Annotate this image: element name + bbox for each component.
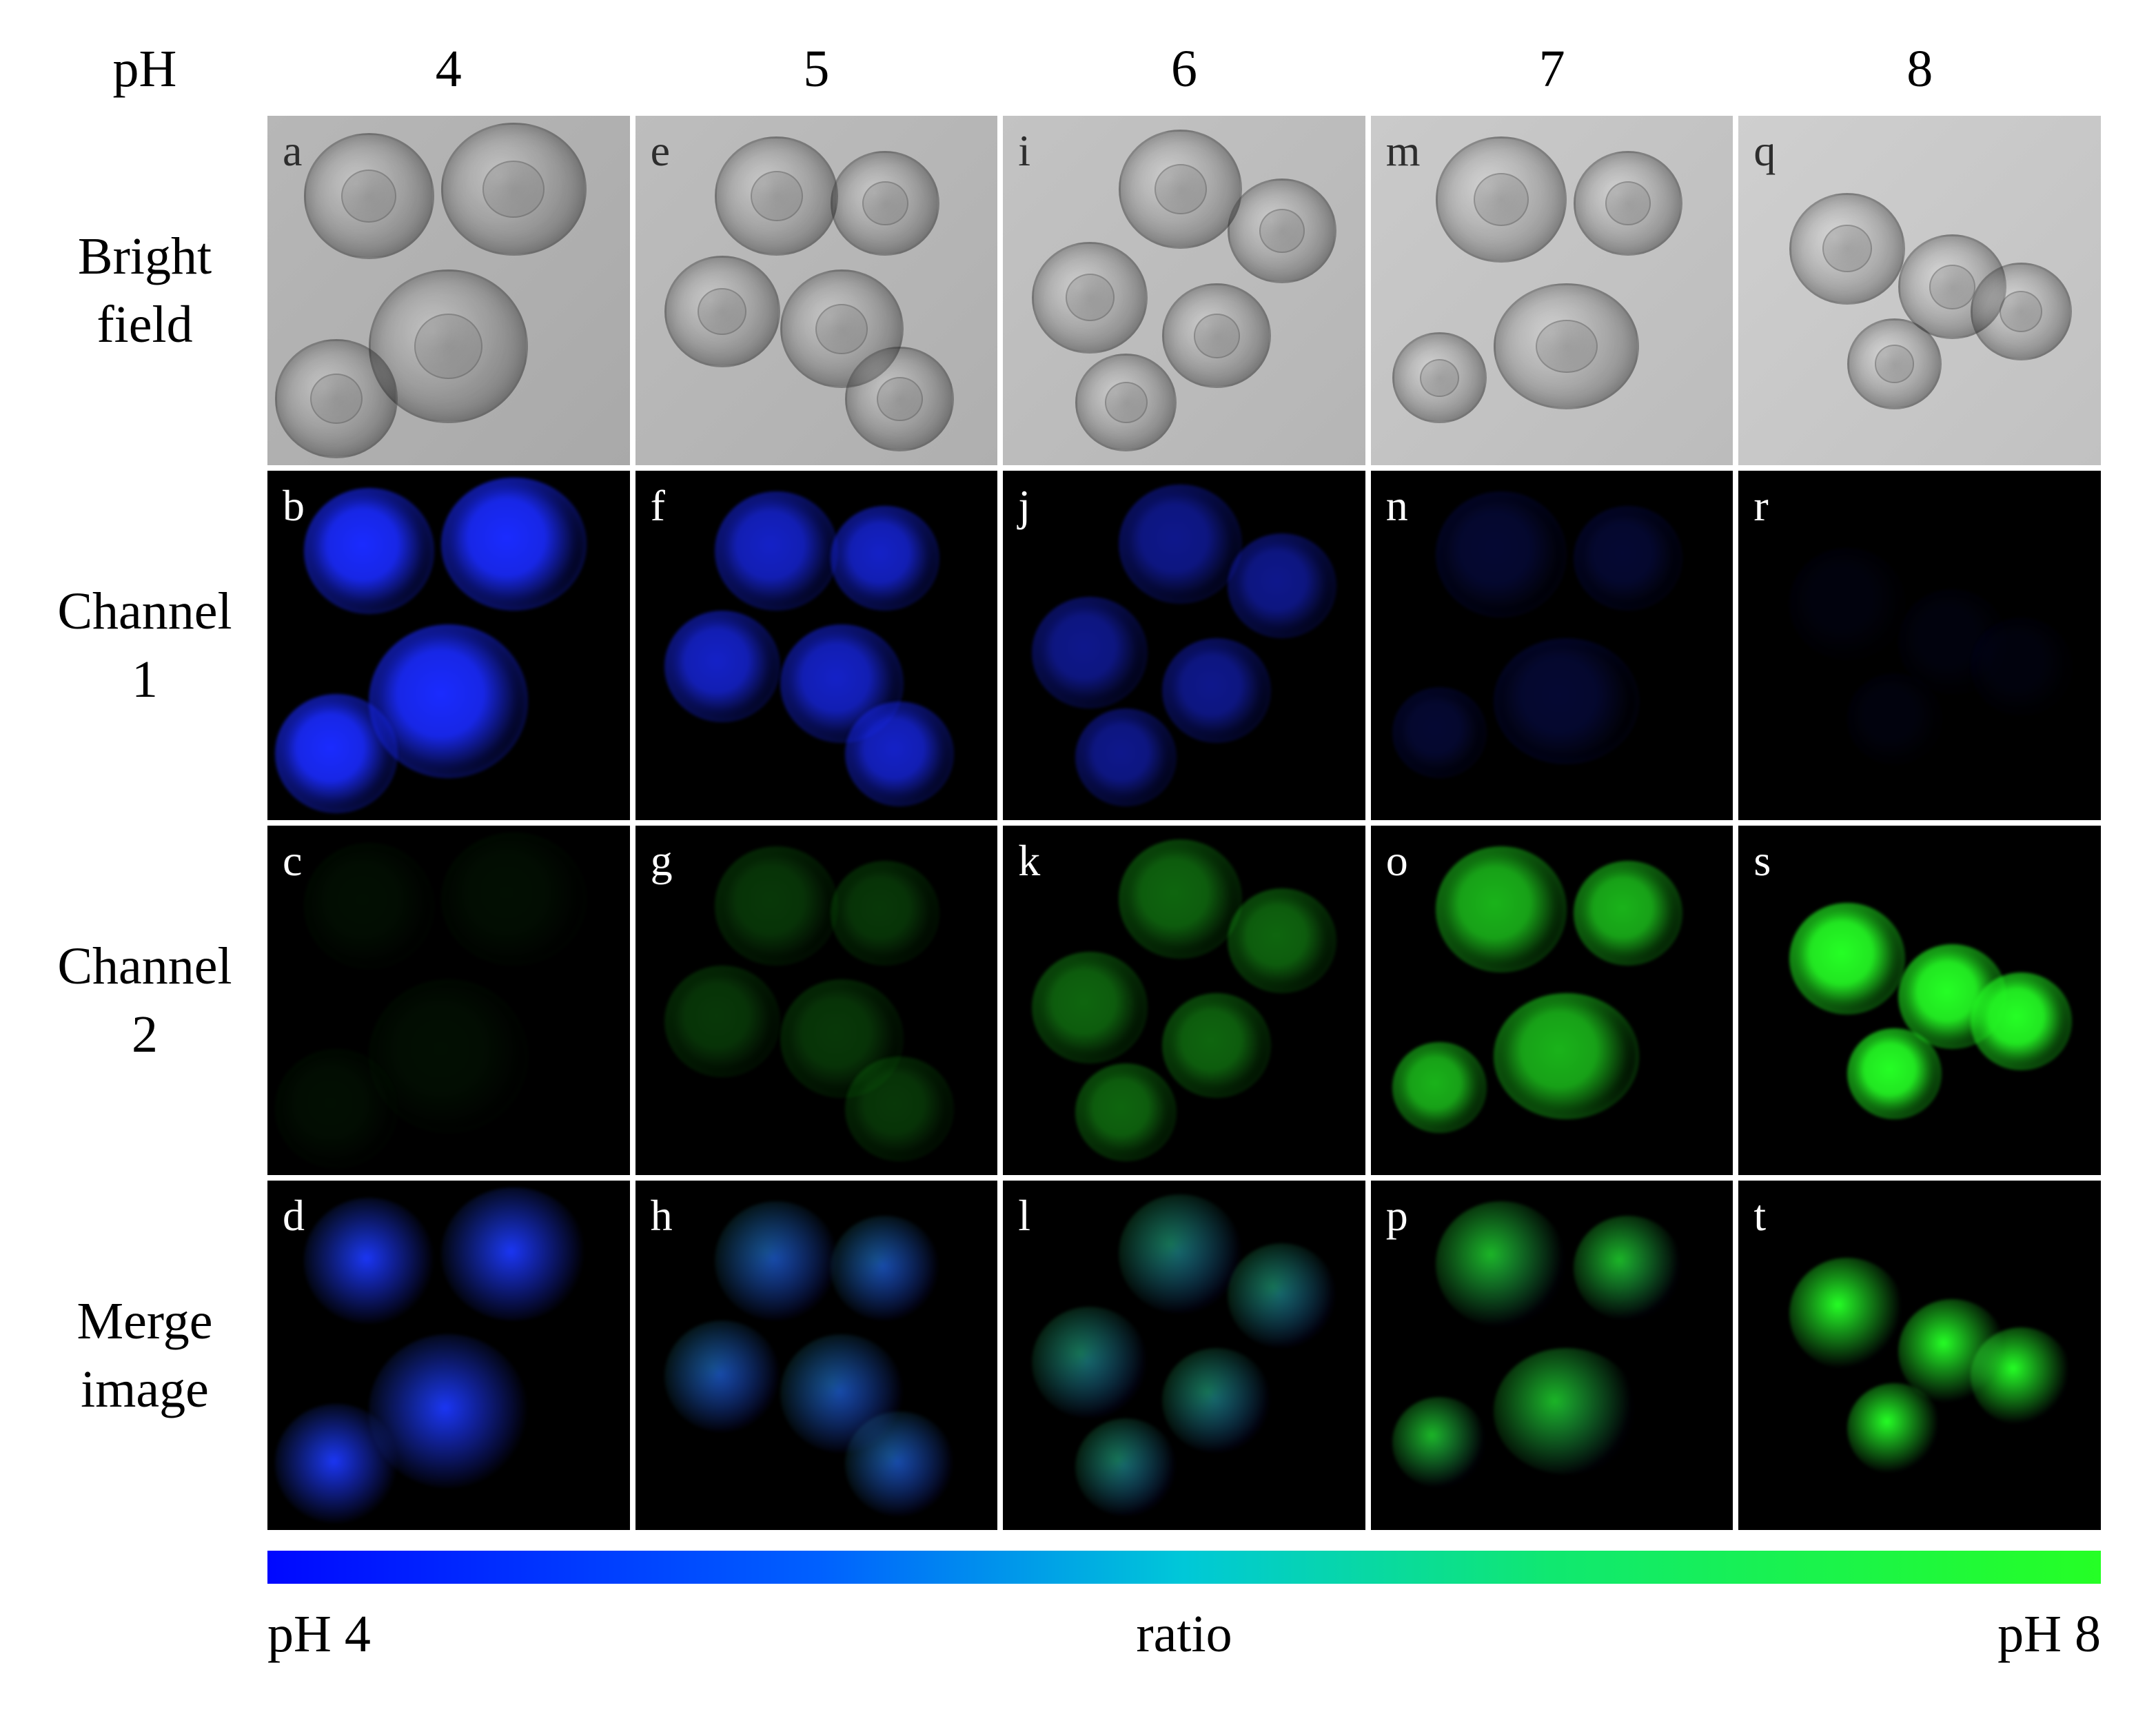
row-label-line: Channel2 xyxy=(57,932,232,1069)
panel-a: a xyxy=(267,116,630,465)
panel-letter-i: i xyxy=(1018,125,1030,176)
panel-h: h xyxy=(635,1181,998,1530)
gradient-fill xyxy=(267,1551,2101,1584)
panel-letter-g: g xyxy=(651,835,673,886)
row-label-channel1: Channel1 xyxy=(28,471,262,820)
col-header-ph5: 5 xyxy=(635,28,998,110)
panel-letter-q: q xyxy=(1753,125,1776,176)
microscopy-figure-grid: pH 4 5 6 7 8 Brightfield a e i m q Chann… xyxy=(28,28,2101,1530)
panel-i: i xyxy=(1003,116,1365,465)
gradient-label-center: ratio xyxy=(371,1604,1997,1664)
panel-f: f xyxy=(635,471,998,820)
row-label-merge: Mergeimage xyxy=(28,1181,262,1530)
gradient-label-right: pH 8 xyxy=(1997,1604,2101,1664)
row-label-channel2: Channel2 xyxy=(28,826,262,1175)
col-header-ph7: 7 xyxy=(1371,28,1733,110)
panel-letter-b: b xyxy=(283,480,305,531)
panel-g: g xyxy=(635,826,998,1175)
panel-letter-h: h xyxy=(651,1190,673,1241)
row-label-line: Channel1 xyxy=(57,578,232,714)
panel-letter-t: t xyxy=(1753,1190,1766,1241)
corner-label: pH xyxy=(28,28,262,110)
gradient-label-left: pH 4 xyxy=(267,1604,371,1664)
row-label-line: Mergeimage xyxy=(77,1287,213,1424)
panel-letter-p: p xyxy=(1386,1190,1408,1241)
row-label-brightfield: Brightfield xyxy=(28,116,262,465)
panel-e: e xyxy=(635,116,998,465)
panel-r: r xyxy=(1738,471,2101,820)
panel-letter-a: a xyxy=(283,125,302,176)
panel-n: n xyxy=(1371,471,1733,820)
panel-letter-l: l xyxy=(1018,1190,1030,1241)
panel-letter-f: f xyxy=(651,480,665,531)
row-label-line1: Brightfield xyxy=(78,223,212,359)
panel-letter-c: c xyxy=(283,835,302,886)
panel-o: o xyxy=(1371,826,1733,1175)
panel-t: t xyxy=(1738,1181,2101,1530)
gradient-labels: pH 4 ratio pH 8 xyxy=(267,1604,2101,1664)
panel-letter-n: n xyxy=(1386,480,1408,531)
panel-m: m xyxy=(1371,116,1733,465)
panel-letter-r: r xyxy=(1753,480,1768,531)
panel-letter-d: d xyxy=(283,1190,305,1241)
panel-letter-o: o xyxy=(1386,835,1408,886)
panel-letter-j: j xyxy=(1018,480,1030,531)
panel-q: q xyxy=(1738,116,2101,465)
panel-letter-s: s xyxy=(1753,835,1771,886)
ratio-gradient-bar xyxy=(267,1551,2101,1584)
panel-letter-k: k xyxy=(1018,835,1040,886)
panel-b: b xyxy=(267,471,630,820)
panel-s: s xyxy=(1738,826,2101,1175)
panel-letter-m: m xyxy=(1386,125,1421,176)
panel-k: k xyxy=(1003,826,1365,1175)
panel-d: d xyxy=(267,1181,630,1530)
col-header-ph6: 6 xyxy=(1003,28,1365,110)
panel-l: l xyxy=(1003,1181,1365,1530)
panel-c: c xyxy=(267,826,630,1175)
col-header-ph4: 4 xyxy=(267,28,630,110)
col-header-ph8: 8 xyxy=(1738,28,2101,110)
panel-j: j xyxy=(1003,471,1365,820)
panel-p: p xyxy=(1371,1181,1733,1530)
panel-letter-e: e xyxy=(651,125,670,176)
